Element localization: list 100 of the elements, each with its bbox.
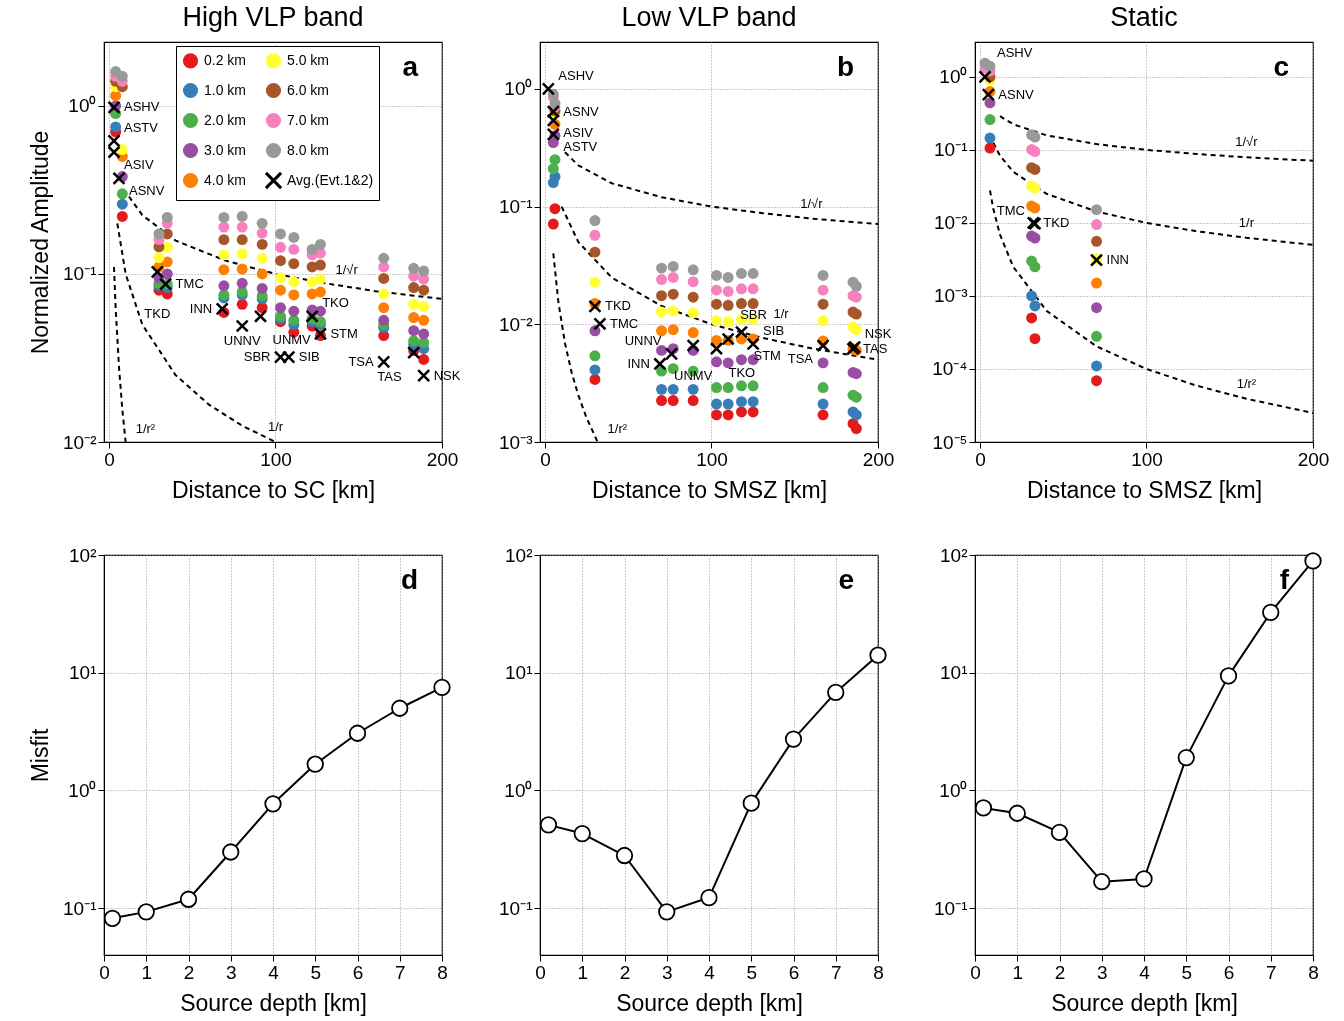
x-axis-title: Distance to SMSZ [km] (1026, 476, 1263, 503)
x-tick-label: 4 (268, 961, 280, 983)
annotation: ASNV (128, 183, 165, 199)
y-tick-label: 10⁻¹ (63, 897, 97, 919)
annotation: STM (330, 325, 358, 341)
y-tick-label: 10¹ (69, 662, 97, 684)
y-tick-label: 10⁻² (63, 431, 97, 453)
x-tick-label: 6 (788, 961, 800, 983)
x-tick-label: 0 (99, 961, 110, 983)
annotation: 1/r² (607, 421, 628, 436)
legend-label: 4.0 km (204, 171, 247, 188)
legend-label: 0.2 km (204, 51, 247, 68)
x-tick-label: 3 (661, 961, 673, 983)
x-axis-title: Source depth [km] (616, 989, 803, 1016)
x-tick-label: 0 (535, 961, 546, 983)
annotation: 1/√r (335, 262, 359, 278)
y-tick-label: 10² (505, 544, 533, 566)
legend-label: 5.0 km (287, 51, 330, 68)
x-axis-title: Source depth [km] (180, 989, 367, 1016)
x-tick-label: 3 (1096, 961, 1108, 983)
x-axis-title: Source depth [km] (1051, 989, 1238, 1016)
x-tick-label: 0 (104, 448, 115, 470)
annotation: SBR (243, 349, 271, 365)
annotation: TMC (996, 202, 1025, 218)
x-tick-label: 100 (1131, 448, 1163, 470)
annotation: ASHV (558, 67, 595, 83)
annotation: INN (1106, 252, 1129, 268)
annotation: UNNV (624, 332, 662, 348)
annotation: TAS (377, 368, 403, 384)
x-tick-label: 8 (873, 961, 884, 983)
y-tick-label: 10⁰ (68, 779, 97, 801)
annotation: INN (627, 355, 650, 371)
x-axis-title: Distance to SMSZ [km] (591, 476, 828, 503)
y-tick-label: 10⁻⁵ (932, 431, 968, 453)
x-tick-label: 2 (183, 961, 195, 983)
chart-title: High VLP band (182, 2, 364, 32)
y-axis-title: Misfit (27, 728, 54, 783)
annotation: STM (753, 347, 781, 363)
y-axis-title: Normalized Amplitude (27, 130, 54, 355)
annotation: TKO (728, 364, 756, 380)
y-tick-label: 10⁻¹ (934, 897, 968, 919)
y-tick-label: 10⁻² (499, 313, 533, 335)
x-tick-label: 7 (394, 961, 406, 983)
annotation: e (838, 564, 854, 595)
annotation: UNNV (223, 333, 261, 349)
annotation: ASIV (123, 157, 154, 173)
x-tick-label: 1 (1012, 961, 1024, 983)
annotation: f (1279, 564, 1290, 595)
annotation: TSA (348, 353, 375, 369)
annotation: ASTV (123, 119, 159, 135)
annotation: ASNV (563, 103, 600, 119)
annotation: ASHV (123, 99, 160, 115)
y-tick-label: 10¹ (940, 662, 968, 684)
x-tick-label: 6 (352, 961, 364, 983)
legend-label: 2.0 km (204, 111, 247, 128)
legend-label: Avg.(Evt.1&2) (287, 171, 374, 188)
y-tick-label: 10⁰ (939, 779, 968, 801)
x-tick-label: 100 (260, 448, 292, 470)
y-tick-label: 10¹ (505, 662, 533, 684)
x-tick-label: 200 (426, 448, 459, 470)
x-tick-label: 0 (540, 448, 551, 470)
y-tick-label: 10⁻⁴ (932, 358, 968, 380)
y-tick-label: 10² (940, 544, 968, 566)
x-tick-label: 2 (619, 961, 631, 983)
x-tick-label: 5 (310, 961, 322, 983)
annotation: 1/r² (135, 421, 156, 436)
annotation: SIB (763, 323, 785, 338)
y-tick-label: 10⁻² (934, 212, 968, 234)
x-tick-label: 8 (437, 961, 448, 983)
y-tick-label: 10⁰ (504, 779, 533, 801)
annotation: 1/r (773, 305, 790, 321)
y-tick-label: 10⁻¹ (499, 897, 533, 919)
annotation: TSA (787, 350, 814, 366)
y-tick-label: 10⁻¹ (63, 263, 97, 285)
legend-label: 1.0 km (204, 81, 247, 98)
legend-label: 6.0 km (287, 81, 330, 98)
annotation: UNMV (272, 332, 312, 348)
annotation: INN (189, 300, 213, 316)
annotation: TKD (1043, 214, 1070, 230)
annotation: TKD (144, 305, 171, 321)
annotation: 1/√r (800, 195, 824, 211)
chart-title: Static (1110, 2, 1178, 32)
x-tick-label: 200 (862, 448, 895, 470)
annotation: TKD (604, 298, 631, 314)
x-tick-label: 7 (830, 961, 842, 983)
x-axis-title: Distance to SC [km] (171, 476, 376, 503)
legend-label: 3.0 km (204, 141, 247, 158)
y-tick-label: 10⁰ (504, 78, 533, 100)
annotation: 1/√r (1235, 134, 1259, 150)
annotation: b (836, 51, 854, 82)
legend-label: 8.0 km (287, 141, 330, 158)
x-tick-label: 7 (1265, 961, 1277, 983)
y-tick-label: 10⁻¹ (499, 196, 533, 218)
annotation: TMC (609, 315, 639, 331)
x-tick-label: 5 (746, 961, 758, 983)
y-tick-label: 10⁻¹ (934, 139, 968, 161)
x-tick-label: 4 (1139, 961, 1151, 983)
annotation: c (1273, 51, 1289, 82)
x-tick-label: 200 (1297, 448, 1330, 470)
x-tick-label: 3 (225, 961, 237, 983)
